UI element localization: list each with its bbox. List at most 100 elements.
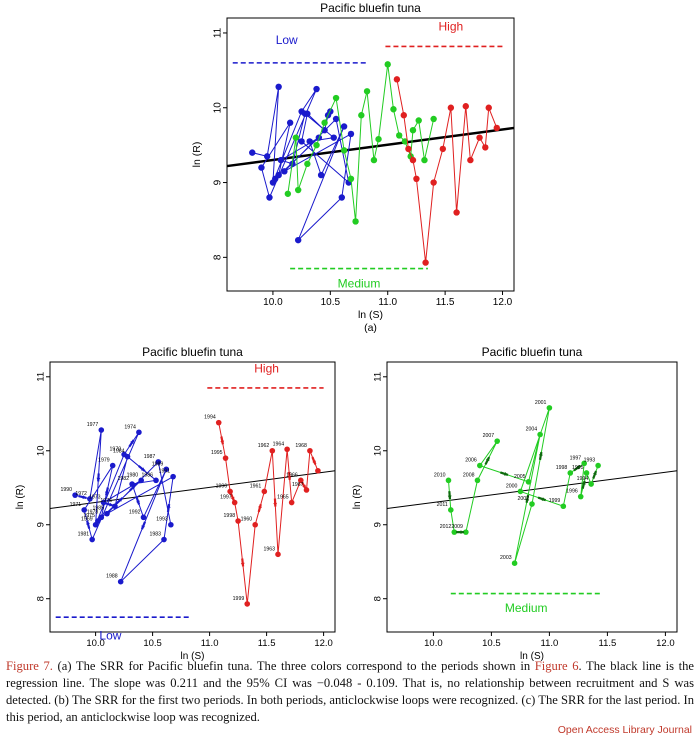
journal-name: Open Access Library Journal [557, 724, 692, 736]
x-tick-label: 10.5 [321, 297, 341, 308]
data-point-low [294, 236, 302, 244]
year-label: 1995 [572, 465, 584, 471]
year-label: 1998 [556, 465, 568, 471]
year-label: 2008 [463, 472, 475, 478]
data-point-high [235, 518, 241, 524]
data-point-low [138, 477, 144, 484]
year-label: 1969 [81, 517, 93, 523]
direction-arrow-head [273, 502, 278, 507]
data-point-low [332, 115, 340, 123]
year-label: 1996 [566, 489, 578, 495]
data-point-high [493, 124, 500, 132]
data-point-medium [409, 126, 417, 134]
data-point-low [124, 453, 131, 460]
year-label: 2006 [465, 458, 477, 464]
year-label: 2012 [440, 524, 452, 530]
data-point-low [72, 492, 78, 498]
figure-reference-link[interactable]: Figure 6 [534, 659, 579, 673]
regime-label-high: High [439, 20, 464, 34]
series-line-medium [447, 407, 599, 564]
caption-text-1: (a) The SRR for Pacific bluefin tuna. Th… [52, 659, 535, 673]
data-point-high [393, 76, 401, 83]
data-point-medium [546, 405, 553, 411]
chart-panel-a: Pacific bluefin tuna 10.0 10.5 11.0 11.5 12.0… [175, 0, 535, 334]
year-label: 2002 [517, 496, 529, 502]
chart-title: Pacific bluefin tuna [482, 345, 583, 359]
plot-frame [226, 17, 515, 292]
data-point-low [140, 514, 147, 521]
data-point-low [306, 138, 313, 145]
year-label: 2003 [500, 555, 512, 561]
y-tick-label: 11 [213, 27, 224, 38]
data-point-medium [588, 481, 594, 487]
data-point-low [153, 477, 159, 484]
data-point-medium [581, 460, 587, 467]
data-point-low [249, 149, 256, 156]
regression-line [226, 126, 515, 168]
year-label: 1994 [204, 415, 216, 421]
data-point-low [340, 123, 348, 130]
year-label: 2001 [535, 400, 547, 406]
data-point-medium [525, 479, 532, 485]
data-point-medium [445, 477, 452, 484]
year-label: 1999 [549, 498, 561, 504]
data-point-high [476, 134, 483, 141]
data-point-medium [363, 88, 371, 95]
data-point-low [155, 459, 162, 465]
y-tick-label: 10 [213, 102, 224, 114]
year-label: 1977 [87, 422, 99, 428]
direction-arrow-head [130, 440, 134, 445]
x-axis-label: ln (S) [520, 651, 544, 662]
data-point-low [263, 153, 271, 160]
year-label: 1963 [263, 546, 275, 552]
year-label: 1996 [216, 483, 228, 489]
direction-arrow-head [287, 476, 292, 480]
year-label: 1988 [106, 574, 118, 580]
data-point-low [266, 194, 273, 201]
y-tick-label: 10 [373, 445, 384, 456]
year-label: 1964 [273, 441, 285, 447]
direction-arrow-head [86, 520, 90, 525]
y-tick-label: 11 [373, 372, 384, 382]
y-tick-label: 10 [36, 445, 47, 456]
data-point-high [269, 447, 276, 454]
chart-title: Pacific bluefin tuna [142, 345, 243, 359]
year-label: 1978 [87, 509, 99, 515]
regime-label-high: High [254, 361, 279, 375]
chart-c-svg: Pacific bluefin tuna 10.0 10.5 11.0 11.5 12.0… [352, 345, 678, 662]
year-label: 2000 [506, 483, 518, 489]
y-axis-label: ln (R) [352, 485, 363, 509]
year-label: 1970 [110, 446, 122, 452]
data-point-high [482, 144, 489, 151]
regime-label-low: Low [276, 33, 298, 47]
direction-arrow-head [504, 472, 508, 476]
chart-title: Pacific bluefin tuna [320, 1, 421, 15]
year-label: 1991 [159, 469, 171, 475]
direction-arrow-head [258, 504, 262, 509]
data-point-medium [421, 156, 428, 164]
panel-sublabel: (a) [364, 322, 377, 334]
data-point-low [89, 536, 95, 543]
year-label: 1987 [144, 454, 156, 460]
data-point-medium [537, 431, 543, 438]
data-point-medium [375, 135, 382, 143]
direction-arrow-head [312, 460, 316, 465]
data-point-medium [583, 470, 590, 476]
year-label: 1982 [118, 476, 130, 482]
direction-arrow-head [96, 477, 101, 482]
direction-arrow-head [166, 504, 171, 508]
data-point-high [215, 419, 222, 426]
x-tick-label: 12.0 [314, 638, 333, 649]
year-label: 1980 [127, 472, 139, 478]
regime-label-low: Low [99, 628, 121, 642]
figure-caption: Figure 7. (a) The SRR for Pacific bluefi… [6, 658, 694, 726]
direction-arrow-head [460, 530, 465, 535]
data-point-medium [396, 132, 403, 139]
data-point-medium [292, 134, 300, 141]
x-tick-label: 10.5 [482, 638, 501, 649]
chart-panel-b: Pacific bluefin tuna 10.0 10.5 11.0 11.5 12.0… [0, 330, 345, 662]
regression-line [386, 470, 678, 509]
year-label: 1974 [124, 424, 136, 430]
data-point-medium [560, 503, 567, 510]
data-point-low [313, 85, 320, 93]
